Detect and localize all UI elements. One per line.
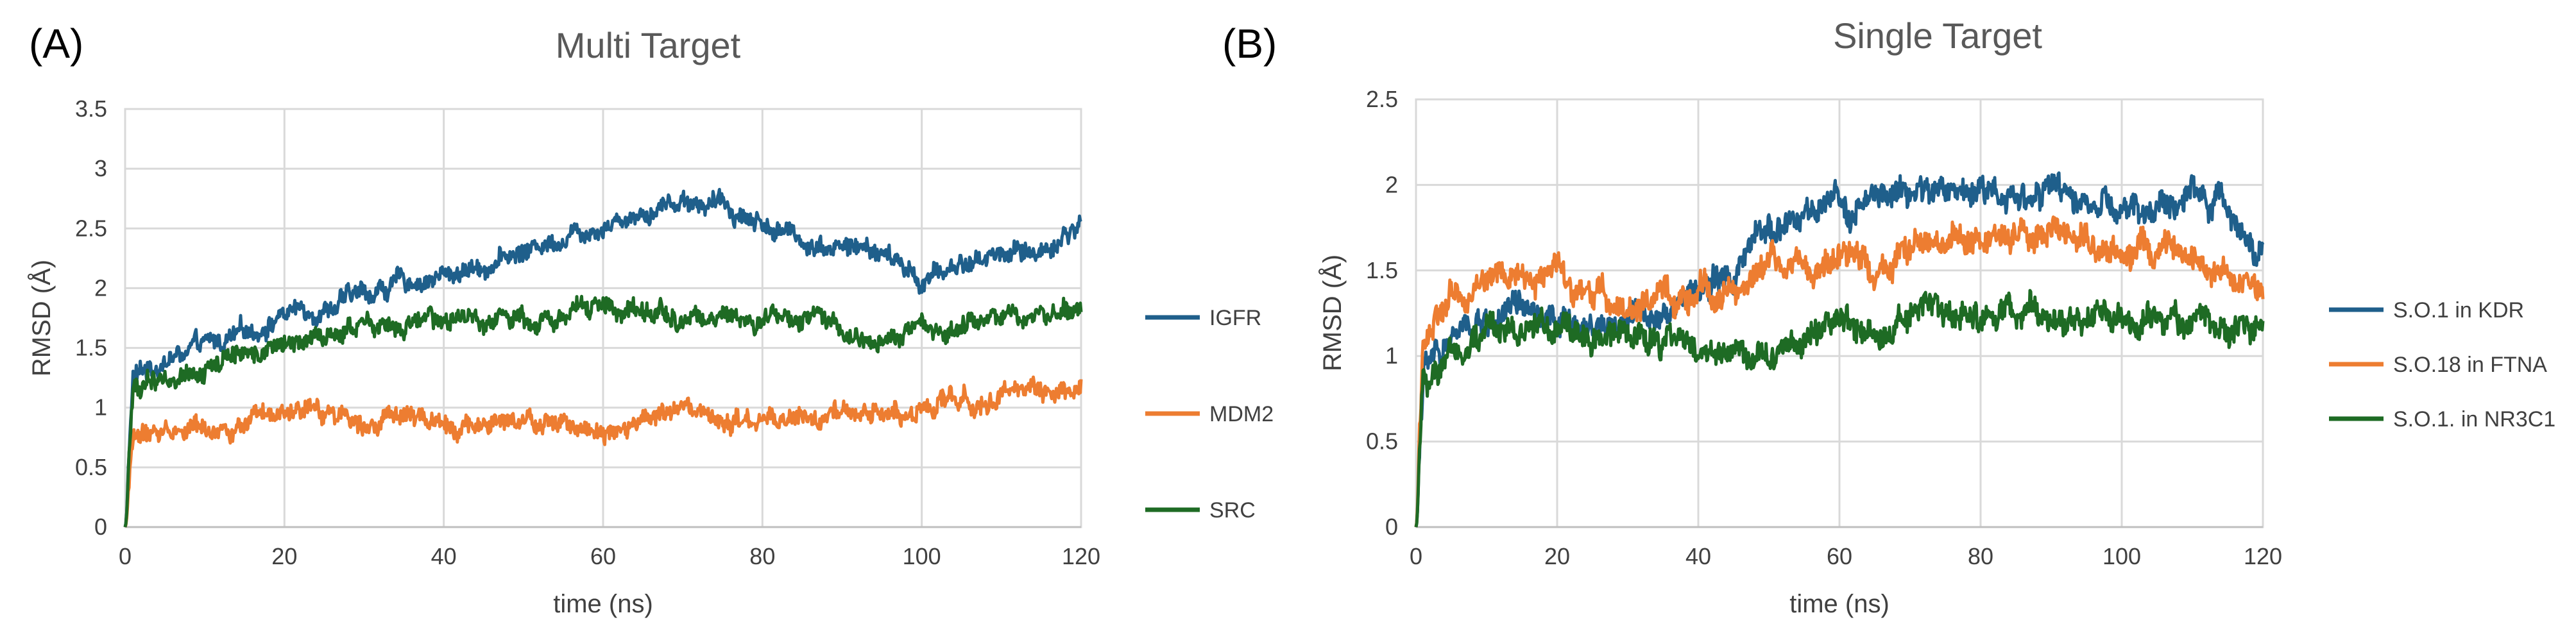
chart-b-x-label: time (ns) [1789, 590, 1889, 618]
chart-a-x-tick-label: 0 [119, 543, 132, 569]
chart-a-y-ticks: 0 0.5 1 1.5 2 2.5 3 3.5 [75, 96, 107, 540]
chart-b-y-tick-label: 2 [1385, 171, 1398, 197]
chart-a-series-line [123, 375, 1083, 528]
chart-b-y-tick-label: 1 [1385, 342, 1398, 369]
chart-a-y-tick-label: 0 [94, 514, 107, 540]
chart-b-y-tick-label: 2.5 [1366, 86, 1398, 112]
chart-a-y-label: RMSD (Å) [27, 260, 56, 376]
chart-a-y-tick-label: 2.5 [75, 215, 107, 241]
chart-a-series-line [123, 294, 1083, 528]
chart-a-x-tick-label: 100 [903, 543, 941, 569]
chart-a-legend-label: IGFR [1209, 306, 1261, 330]
chart-b-legend: S.O.1 in KDR S.O.18 in FTNA S.O.1. in NR3C… [2329, 298, 2555, 432]
chart-a-series [123, 188, 1083, 528]
chart-b-legend-label: S.O.1. in NR3C1 [2393, 407, 2555, 432]
chart-b-legend-label: S.O.1 in KDR [2393, 298, 2524, 323]
chart-b-y-label: RMSD (Å) [1318, 255, 1347, 371]
chart-b-series-line [1414, 289, 2265, 528]
chart-a-legend-label: MDM2 [1209, 402, 1274, 426]
chart-b-y-tick-label: 0.5 [1366, 428, 1398, 455]
chart-a-x-ticks: 0 20 40 60 80 100 120 [119, 543, 1100, 569]
chart-a-y-tick-label: 1.5 [75, 335, 107, 361]
chart-a-y-tick-label: 3.5 [75, 96, 107, 122]
chart-a-x-tick-label: 60 [590, 543, 616, 569]
chart-b-x-tick-label: 80 [1968, 543, 1993, 569]
chart-b-y-ticks: 0 0.5 1 1.5 2 2.5 [1366, 86, 1398, 540]
chart-b-x-tick-label: 20 [1544, 543, 1570, 569]
chart-b-series [1414, 171, 2265, 528]
chart-a-legend-label: SRC [1209, 498, 1256, 523]
chart-b-y-tick-label: 1.5 [1366, 257, 1398, 283]
chart-a: (A) Multi Target 0 0.5 1 1.5 2 2.5 3 3.5 0 20 40 6… [27, 21, 1274, 618]
chart-b-legend-label: S.O.18 in FTNA [2393, 353, 2547, 377]
panel-a-label: (A) [29, 21, 83, 67]
chart-b: (B) Single Target 0 0.5 1 1.5 2 2.5 0 20 40 60 80… [1222, 15, 2555, 618]
chart-b-x-tick-label: 60 [1827, 543, 1852, 569]
chart-b-x-tick-label: 0 [1410, 543, 1422, 569]
chart-a-x-tick-label: 40 [431, 543, 457, 569]
chart-a-series-line [123, 188, 1082, 528]
chart-b-x-tick-label: 100 [2103, 543, 2141, 569]
chart-b-x-ticks: 0 20 40 60 80 100 120 [1410, 543, 2282, 569]
chart-a-x-tick-label: 120 [1062, 543, 1100, 569]
chart-a-y-tick-label: 0.5 [75, 454, 107, 480]
chart-b-y-tick-label: 0 [1385, 514, 1398, 540]
chart-a-y-tick-label: 3 [94, 155, 107, 181]
chart-a-x-label: time (ns) [553, 590, 653, 618]
chart-a-x-tick-label: 20 [271, 543, 297, 569]
chart-b-x-tick-label: 40 [1685, 543, 1711, 569]
panel-b-label: (B) [1222, 21, 1277, 67]
chart-b-x-tick-label: 120 [2244, 543, 2282, 569]
chart-a-legend: IGFR MDM2 SRC [1145, 306, 1274, 523]
chart-b-series-line [1414, 215, 2265, 528]
chart-a-x-tick-label: 80 [749, 543, 775, 569]
chart-a-y-tick-label: 2 [94, 274, 107, 301]
chart-a-title: Multi Target [556, 25, 741, 65]
chart-b-title: Single Target [1833, 15, 2042, 56]
chart-a-y-tick-label: 1 [94, 394, 107, 421]
